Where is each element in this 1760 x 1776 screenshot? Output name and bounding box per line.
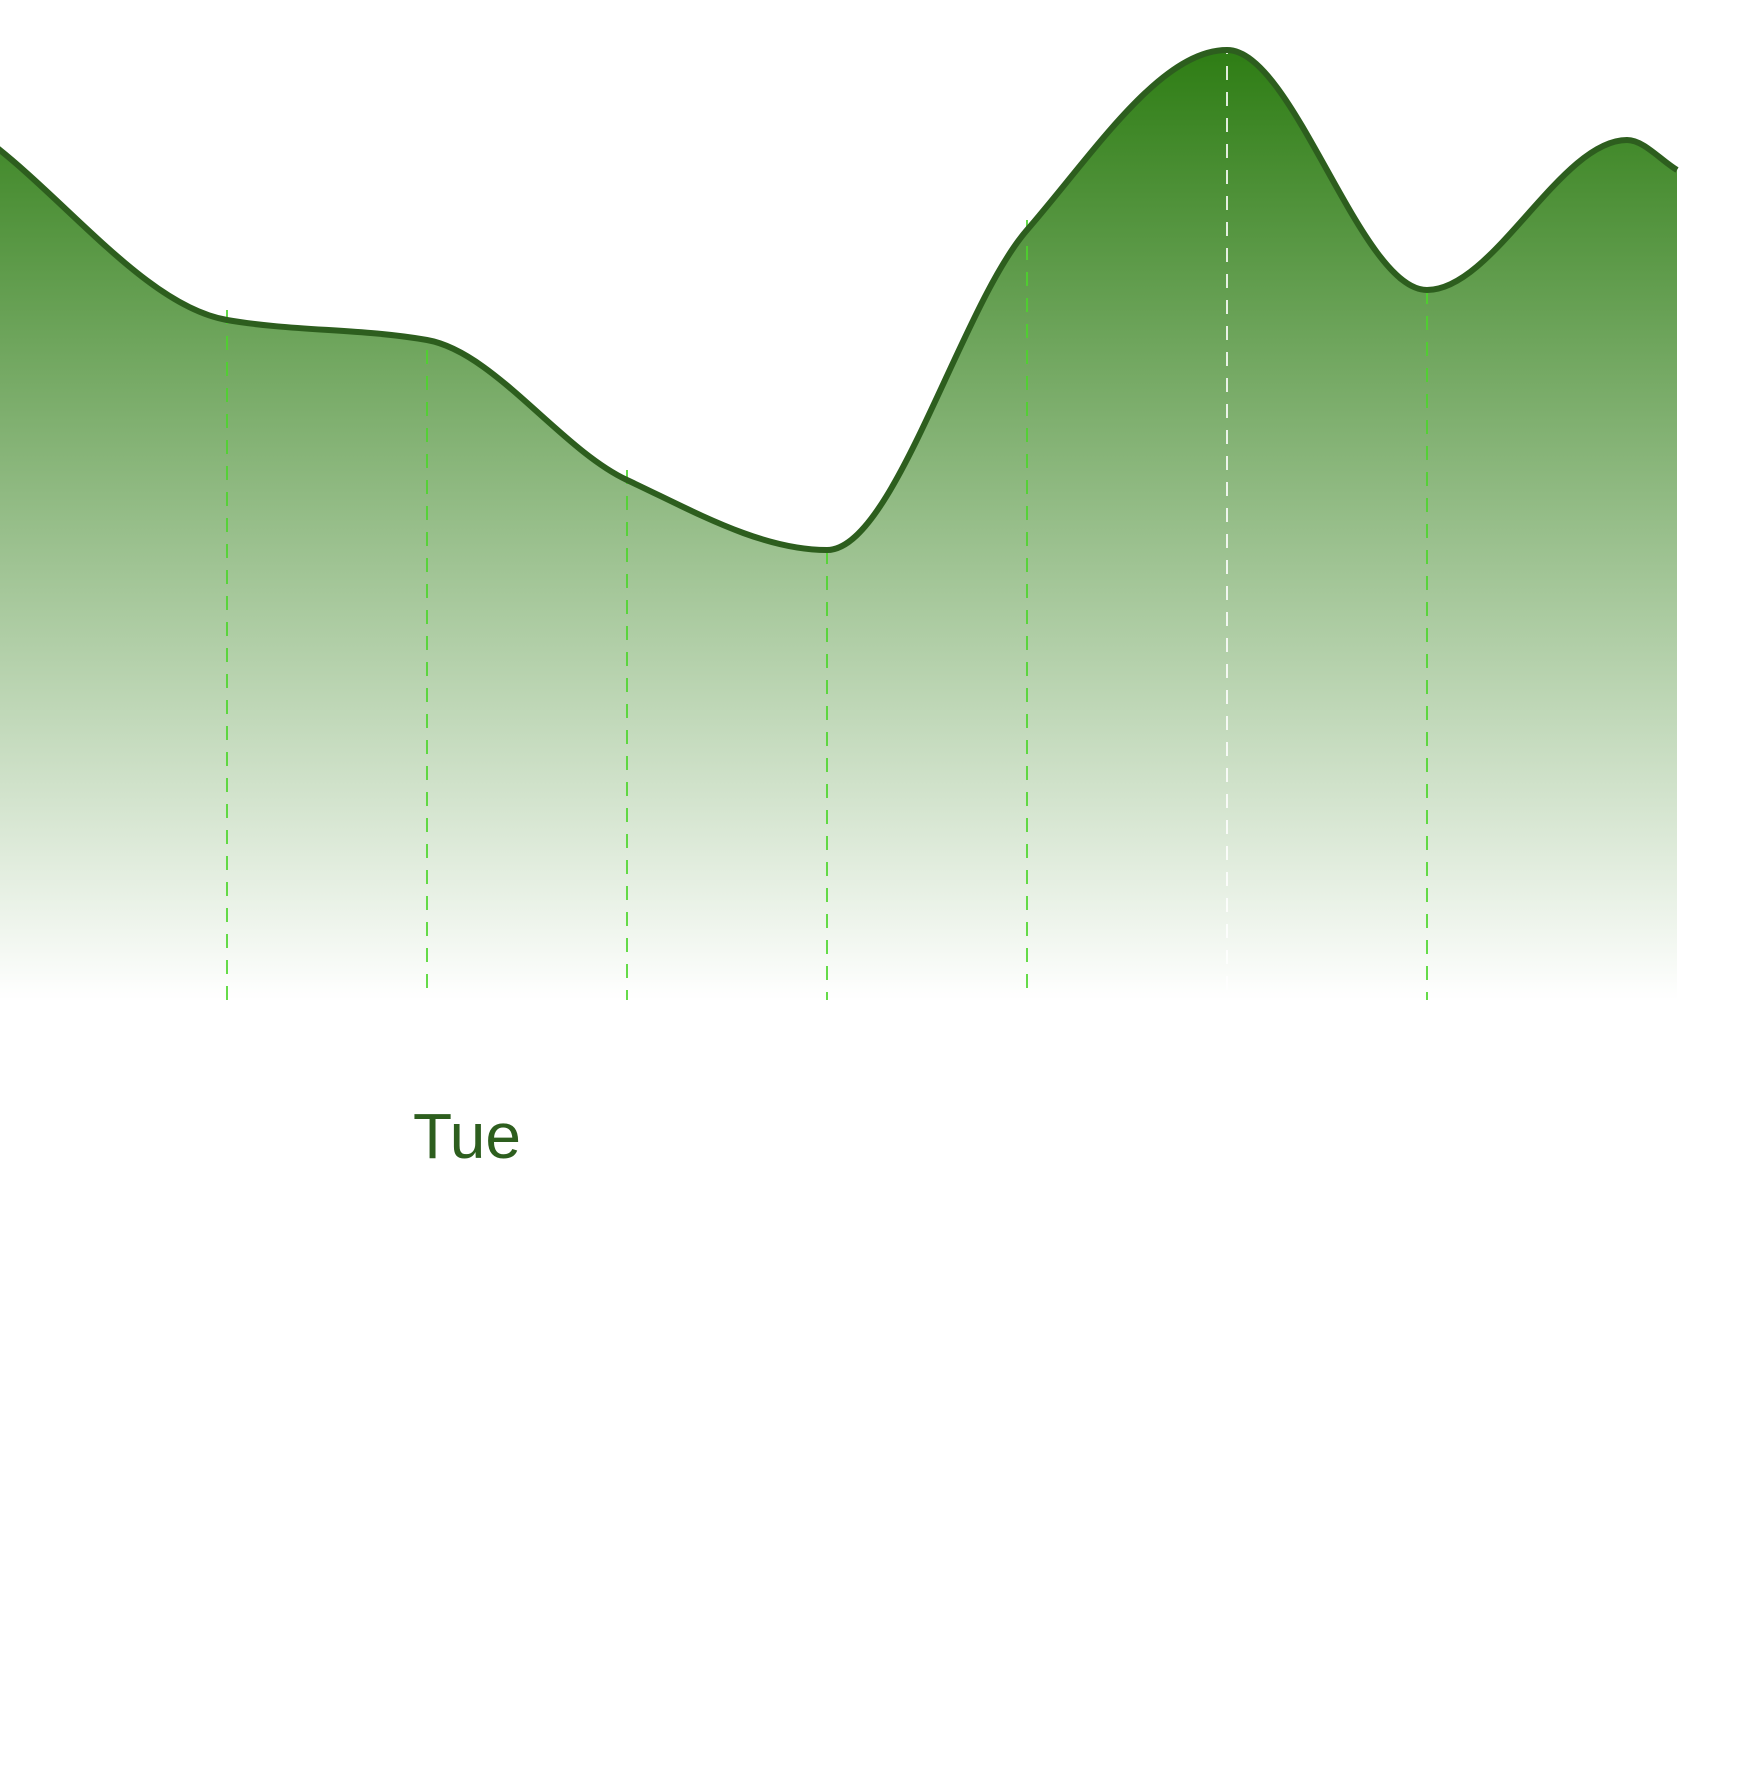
series-line	[0, 47, 1679, 553]
x-axis-ticks: Tue	[413, 1100, 521, 1172]
area-fill	[0, 50, 1677, 1000]
line-layer	[0, 47, 1679, 553]
x-tick-label-tue: Tue	[413, 1100, 521, 1172]
marker-layer	[226, 40, 1428, 1000]
area-layer	[0, 50, 1677, 1000]
